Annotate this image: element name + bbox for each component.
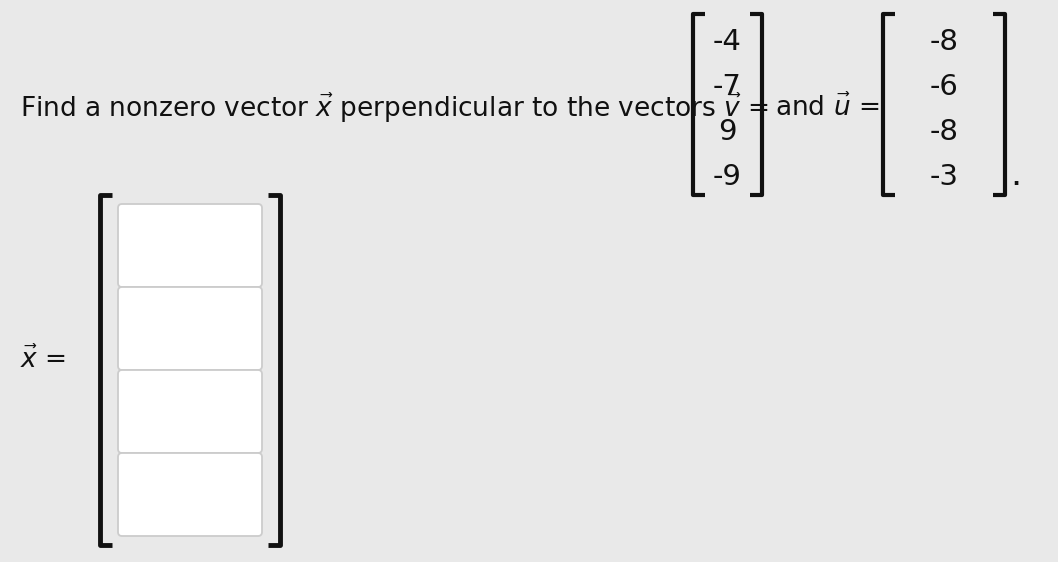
Text: -8: -8	[930, 28, 959, 56]
Text: -7: -7	[713, 73, 742, 101]
Text: -3: -3	[930, 163, 959, 191]
Text: and $\vec{u}$ =: and $\vec{u}$ =	[776, 94, 879, 122]
FancyBboxPatch shape	[118, 453, 262, 536]
Text: .: .	[1010, 158, 1021, 192]
Text: $\vec{x}$ =: $\vec{x}$ =	[20, 346, 66, 374]
FancyBboxPatch shape	[118, 370, 262, 453]
Text: -8: -8	[930, 118, 959, 146]
Text: -9: -9	[713, 163, 742, 191]
Text: -4: -4	[713, 28, 742, 56]
Text: 9: 9	[718, 118, 736, 146]
Text: -6: -6	[930, 73, 959, 101]
Text: Find a nonzero vector $\vec{x}$ perpendicular to the vectors $\vec{v}$ =: Find a nonzero vector $\vec{x}$ perpendi…	[20, 91, 769, 125]
FancyBboxPatch shape	[118, 204, 262, 287]
FancyBboxPatch shape	[118, 287, 262, 370]
